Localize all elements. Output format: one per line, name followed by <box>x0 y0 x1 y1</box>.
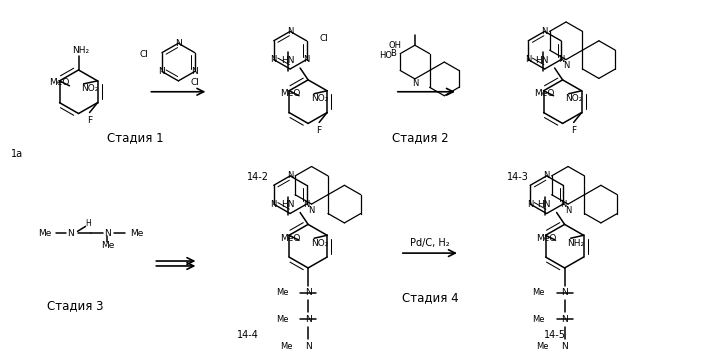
Text: Me: Me <box>130 229 144 238</box>
Text: NH₂: NH₂ <box>72 46 89 55</box>
Text: N: N <box>558 55 564 64</box>
Text: N: N <box>305 315 311 324</box>
Text: N: N <box>303 55 310 64</box>
Text: N: N <box>308 206 315 215</box>
Text: H: H <box>86 219 91 228</box>
Text: N: N <box>544 171 550 180</box>
Text: N: N <box>67 229 74 238</box>
Text: N: N <box>562 342 568 351</box>
Text: Cl: Cl <box>139 50 148 59</box>
Text: Me: Me <box>532 315 544 324</box>
Text: B: B <box>390 49 396 58</box>
Text: N: N <box>565 206 571 215</box>
Text: 14-3: 14-3 <box>507 172 528 182</box>
Text: N: N <box>270 200 277 209</box>
Text: Me: Me <box>280 342 292 351</box>
Text: Pd/C, H₂: Pd/C, H₂ <box>410 238 449 248</box>
Text: N: N <box>527 200 533 209</box>
Text: F: F <box>87 116 92 125</box>
Text: MeO: MeO <box>280 89 300 98</box>
Text: NO₂: NO₂ <box>311 239 329 248</box>
Text: OH: OH <box>388 41 401 50</box>
Text: Стадия 4: Стадия 4 <box>401 291 458 304</box>
Text: N: N <box>287 27 293 36</box>
Text: HO: HO <box>379 51 392 59</box>
Text: NH₂: NH₂ <box>567 239 585 248</box>
Text: N: N <box>525 55 531 64</box>
Text: MeO: MeO <box>49 78 70 87</box>
Text: Me: Me <box>536 342 549 351</box>
Text: N: N <box>270 55 277 64</box>
Text: N: N <box>159 67 165 76</box>
Text: N: N <box>305 342 311 351</box>
Text: Me: Me <box>532 288 544 297</box>
Text: NO₂: NO₂ <box>566 94 583 103</box>
Text: 1a: 1a <box>11 149 23 159</box>
Text: F: F <box>316 126 321 135</box>
Text: N: N <box>563 61 569 70</box>
Text: 14-5: 14-5 <box>544 330 566 340</box>
Text: HN: HN <box>535 56 549 64</box>
Text: HN: HN <box>537 200 551 209</box>
Text: N: N <box>305 288 311 297</box>
Text: N: N <box>562 288 568 297</box>
Text: NO₂: NO₂ <box>311 94 329 103</box>
Text: 14-2: 14-2 <box>247 172 269 182</box>
Text: N: N <box>303 200 310 209</box>
Text: Cl: Cl <box>191 78 199 87</box>
Text: Стадия 2: Стадия 2 <box>392 131 448 144</box>
Text: MeO: MeO <box>534 89 554 98</box>
Text: Me: Me <box>39 229 52 238</box>
Text: Стадия 1: Стадия 1 <box>107 131 164 144</box>
Text: MeO: MeO <box>536 234 557 243</box>
Text: N: N <box>104 229 111 238</box>
Text: 14-4: 14-4 <box>237 330 259 340</box>
Text: Me: Me <box>275 288 288 297</box>
Text: Me: Me <box>275 315 288 324</box>
Text: Me: Me <box>101 241 114 250</box>
Text: HN: HN <box>280 56 294 64</box>
Text: N: N <box>287 171 293 180</box>
Text: HN: HN <box>280 200 294 209</box>
Text: MeO: MeO <box>280 234 300 243</box>
Text: N: N <box>560 200 567 209</box>
Text: N: N <box>175 39 182 48</box>
Text: Стадия 3: Стадия 3 <box>47 299 104 312</box>
Text: Cl: Cl <box>319 34 329 43</box>
Text: NO₂: NO₂ <box>81 84 99 93</box>
Text: N: N <box>562 315 568 324</box>
Text: N: N <box>191 67 198 76</box>
Text: N: N <box>412 79 418 88</box>
Text: F: F <box>571 126 576 135</box>
Text: N: N <box>541 27 548 36</box>
